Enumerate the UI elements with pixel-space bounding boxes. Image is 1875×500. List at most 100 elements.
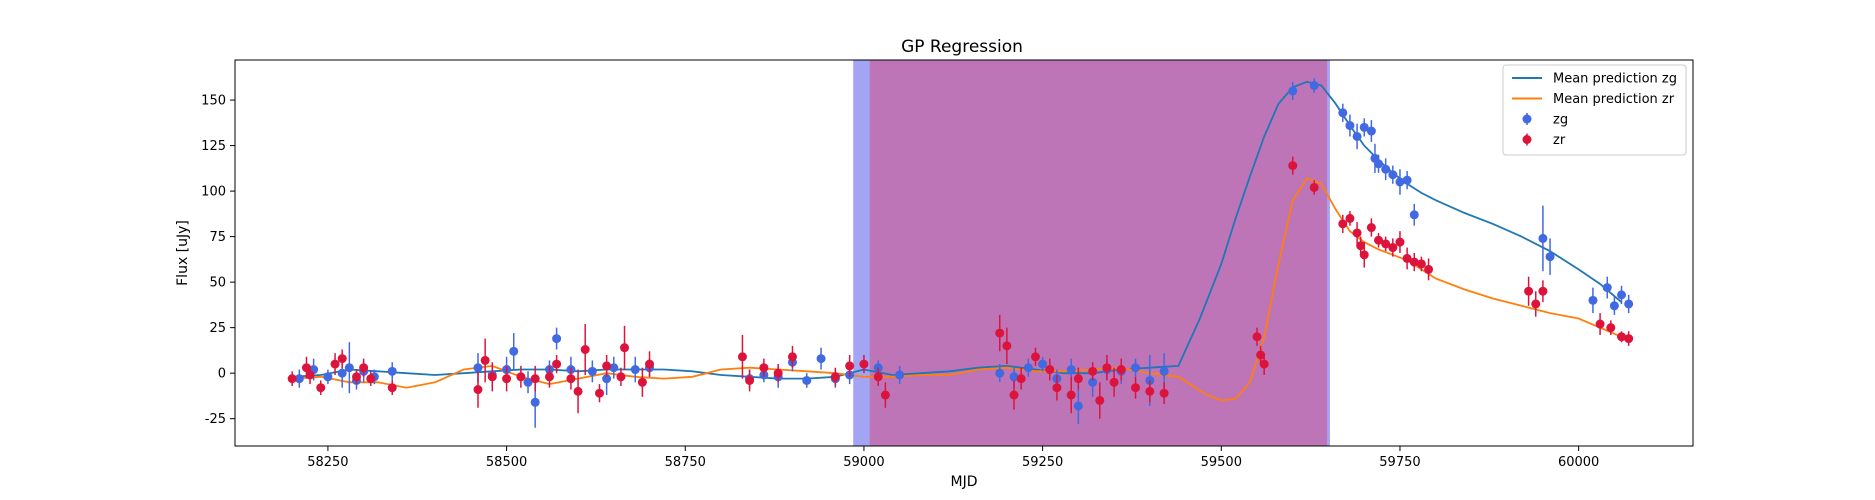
marker-zr [1009,390,1019,400]
data-point-zr [1352,222,1362,244]
data-point-zg [1131,358,1141,377]
marker-zg [602,374,612,384]
marker-zr [1359,250,1369,260]
data-point-zr [1259,353,1269,375]
marker-zg [1023,363,1033,373]
marker-zg [523,377,533,387]
data-point-zr [1145,380,1155,403]
marker-zg [1381,164,1391,174]
data-point-zg [816,347,826,370]
data-point-zr [1366,218,1376,237]
data-point-zr [1045,358,1055,381]
marker-zr [1145,386,1155,396]
data-point-zg [509,333,519,370]
data-point-zr [1381,236,1391,252]
data-point-zg [1288,81,1298,101]
data-point-zr [845,354,855,377]
data-point-zr [1338,214,1348,233]
data-point-zr [1009,380,1019,410]
marker-zr [1409,257,1419,267]
marker-zr [1381,239,1391,249]
data-point-zr [1002,327,1012,365]
data-point-zg [1352,123,1362,150]
y-tick-label: 75 [209,230,226,245]
data-point-zg [1374,154,1384,173]
data-point-zr [859,354,869,374]
marker-zg [1374,159,1384,169]
marker-zg [816,354,826,364]
data-point-zr [1095,382,1105,419]
marker-zr [552,359,562,369]
data-point-zr [1016,367,1026,390]
marker-zr [502,374,512,384]
data-point-zr [530,365,540,392]
data-point-zr [305,365,315,385]
marker-zr [1259,359,1269,369]
data-point-zr [516,365,526,388]
data-point-zr [602,354,612,377]
marker-zr [530,374,540,384]
legend-marker-swatch [1522,114,1532,124]
y-tick-label: 150 [201,94,226,109]
data-point-zr [566,367,576,390]
data-point-zr [1416,256,1426,272]
data-point-zg [1073,387,1083,425]
marker-zr [316,383,326,393]
marker-zr [1538,286,1548,296]
data-point-zr [1066,376,1076,414]
marker-zg [552,334,562,344]
marker-zg [1073,401,1083,411]
x-tick-label: 58500 [486,455,527,470]
legend-label: Mean prediction zr [1553,92,1675,107]
marker-zr [573,386,583,396]
y-tick-label: -25 [205,412,226,427]
data-point-zr [1424,258,1434,281]
marker-zr [1531,299,1541,309]
marker-zr [616,372,626,382]
data-point-zr [487,362,497,392]
marker-zr [787,352,797,362]
marker-zr [1402,253,1412,263]
shaded-region-zr [869,60,1328,446]
marker-zg [1617,290,1627,300]
marker-zg [509,346,519,356]
marker-zr [1256,350,1266,360]
marker-zr [1352,228,1362,238]
data-point-zr [595,384,604,403]
y-tick-label: 0 [218,367,226,382]
marker-zr [473,385,483,395]
x-axis-label: MJD [951,474,978,490]
legend-marker-swatch [1522,135,1532,144]
data-point-zr [880,382,890,408]
data-point-zr [1388,238,1398,257]
marker-zg [1159,366,1169,376]
data-point-zg [609,356,619,379]
marker-zg [609,363,619,373]
data-point-zg [1538,205,1548,272]
marker-zr [1606,323,1616,333]
marker-zr [1288,161,1298,171]
marker-zg [587,366,597,376]
marker-zr [830,372,840,382]
data-point-zr [1159,382,1169,405]
data-point-zg [1366,120,1376,142]
data-point-zr [759,358,769,377]
data-point-zr [1606,320,1616,335]
data-point-zr [1402,247,1412,270]
marker-zr [1395,237,1405,247]
marker-zr [1052,383,1062,393]
marker-zr [645,359,655,369]
data-point-zr [287,371,297,386]
data-point-zr [1356,236,1366,255]
data-point-zg [344,342,354,394]
data-point-zr [387,380,397,396]
marker-zr [1595,319,1605,329]
marker-zg [630,365,640,375]
data-point-zr [1052,374,1062,401]
data-point-zr [1073,367,1083,390]
marker-zr [880,390,890,400]
marker-zg [1402,175,1412,185]
legend-label: Mean prediction zg [1553,72,1677,87]
marker-zr [737,352,747,362]
data-point-zg [1545,238,1555,275]
